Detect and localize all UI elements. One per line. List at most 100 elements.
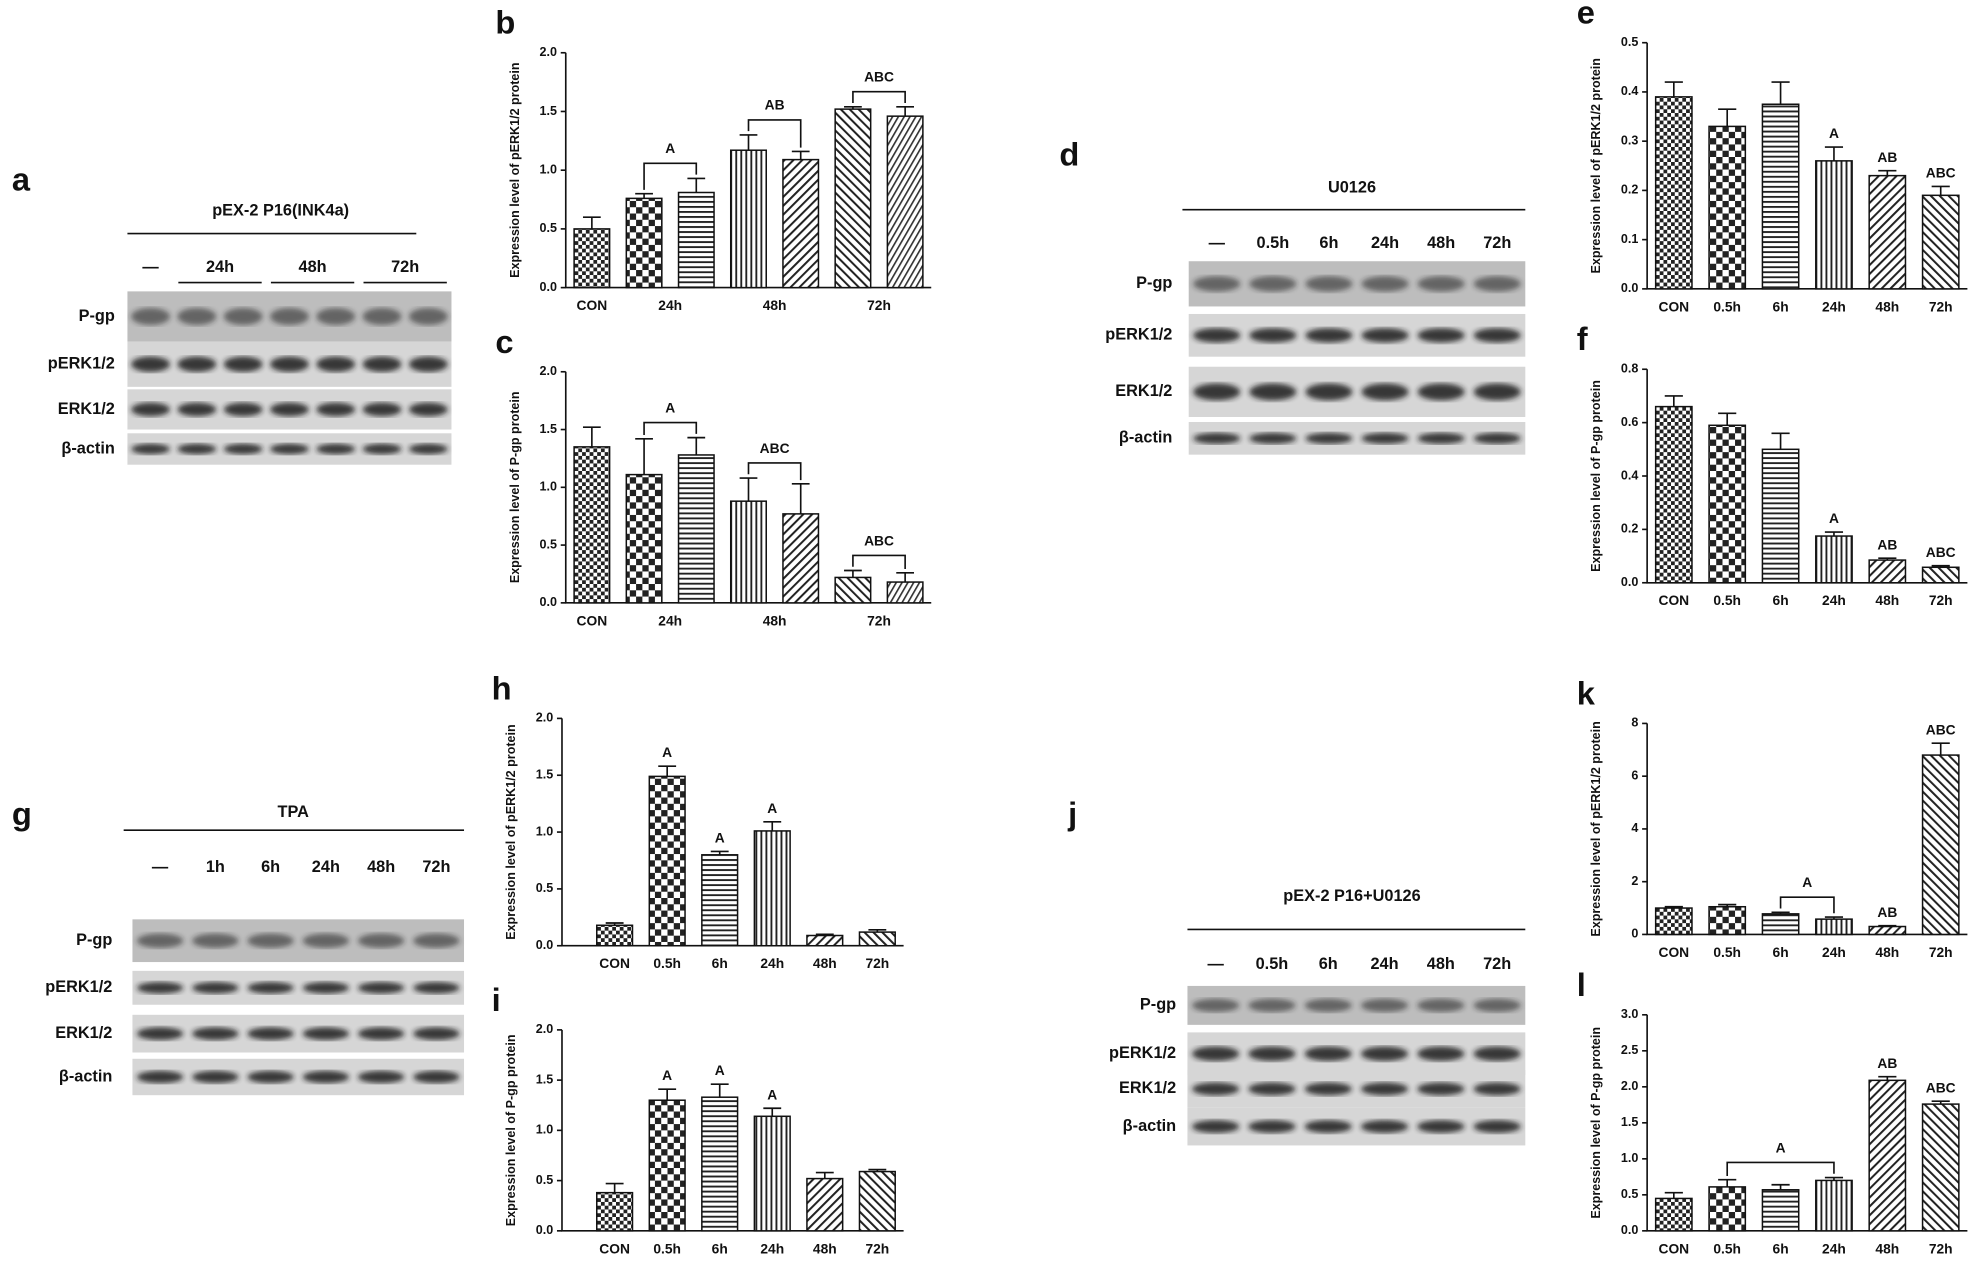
y-tick-label: 0.4 [1621, 468, 1638, 482]
band [357, 933, 405, 948]
error-bar [1664, 905, 1683, 909]
bar [1654, 96, 1693, 290]
significance-label: AB [1877, 1055, 1897, 1071]
bar [1921, 754, 1960, 936]
error-bar [687, 177, 706, 193]
y-tick-label: 0.0 [536, 938, 553, 952]
blot-strip [1188, 313, 1526, 357]
bar [1708, 424, 1747, 584]
x-tick-label: 0.5h [1713, 1240, 1741, 1256]
lane-label: 48h [1427, 955, 1455, 973]
band [247, 933, 294, 948]
y-tick-label: 0.2 [1621, 522, 1638, 536]
band [131, 356, 171, 372]
band [316, 402, 356, 417]
protein-label: P-gp [1136, 274, 1172, 292]
error-bar [710, 850, 729, 855]
band [1473, 383, 1521, 401]
x-tick-label: 6h [1773, 944, 1789, 960]
bar [596, 1191, 634, 1232]
band [177, 356, 217, 372]
bar [1654, 405, 1693, 584]
protein-label: ERK1/2 [1115, 382, 1172, 400]
y-tick-label: 2.0 [1621, 1079, 1638, 1093]
x-tick-label: 72h [1929, 592, 1953, 608]
error-bar [1771, 81, 1790, 105]
y-tick-label: 0.0 [1621, 1223, 1638, 1237]
band [1249, 276, 1297, 292]
y-tick-label: 3.0 [1621, 1007, 1638, 1021]
error-bar [687, 436, 706, 455]
error-bar [739, 477, 758, 502]
error-bar [1664, 395, 1683, 407]
x-tick-label: 72h [865, 955, 889, 971]
y-tick-label: 1.0 [536, 824, 553, 838]
x-tick-label: 24h [1822, 592, 1846, 608]
lane-label: 6h [1319, 234, 1338, 252]
blot-strip [132, 919, 465, 963]
band [270, 307, 309, 326]
bar [677, 191, 715, 289]
bar [1708, 125, 1747, 290]
lane-label: 24h [1371, 234, 1399, 252]
band [177, 402, 217, 417]
y-tick-label: 0.0 [1621, 281, 1638, 295]
panel-letter: k [1577, 674, 1596, 711]
y-tick-label: 0.5 [540, 537, 557, 551]
bar [1708, 905, 1747, 936]
panel-letter: h [492, 669, 512, 706]
lane-label: 72h [1483, 234, 1511, 252]
y-tick-label: 2.0 [536, 711, 553, 725]
significance-label: A [715, 1062, 725, 1078]
protein-label: P-gp [76, 931, 112, 949]
error-bar [791, 483, 810, 514]
panel-letter: f [1577, 320, 1588, 357]
y-tick-label: 1.0 [540, 480, 557, 494]
error-bar [1664, 1191, 1683, 1199]
x-tick-label: CON [577, 612, 608, 628]
error-bar [1931, 564, 1950, 568]
x-tick-label: 0.5h [653, 1240, 681, 1256]
band [362, 402, 402, 417]
protein-label: pERK1/2 [1109, 1044, 1176, 1062]
x-tick-label: 0.5h [653, 955, 681, 971]
bar [573, 446, 611, 604]
band [362, 307, 402, 326]
band [192, 982, 239, 994]
y-tick-label: 2.0 [540, 364, 557, 378]
band [1473, 276, 1521, 292]
error-bar [844, 569, 862, 578]
band [408, 402, 448, 417]
axes [1646, 723, 1968, 936]
bar [782, 158, 820, 289]
y-tick-label: 0.5 [1621, 1187, 1638, 1201]
band [247, 1070, 294, 1084]
y-tick-label: 1.5 [536, 1072, 553, 1086]
band [357, 1070, 405, 1084]
band [1193, 432, 1241, 444]
x-tick-label: 6h [712, 955, 728, 971]
error-bar [1824, 916, 1844, 920]
band [1417, 432, 1465, 444]
band [1304, 1046, 1352, 1062]
bar [782, 513, 820, 604]
panel-letter: g [12, 795, 32, 832]
band [302, 1070, 350, 1084]
bar [1815, 1179, 1853, 1232]
x-tick-label: 0.5h [1713, 944, 1741, 960]
bar [1761, 448, 1800, 584]
protein-label: β-actin [61, 439, 114, 457]
protein-label: ERK1/2 [1119, 1079, 1176, 1097]
significance-label: AB [1877, 536, 1897, 552]
blot-strip [1187, 1032, 1526, 1076]
bar [1868, 1079, 1907, 1232]
band [1305, 328, 1353, 343]
error-bar [791, 150, 810, 160]
band [1417, 276, 1465, 292]
significance-label: A [662, 1067, 672, 1083]
band [1473, 1046, 1521, 1062]
x-tick-label: 24h [658, 612, 682, 628]
lane-label: 24h [312, 858, 340, 876]
x-tick-label: CON [1658, 944, 1689, 960]
